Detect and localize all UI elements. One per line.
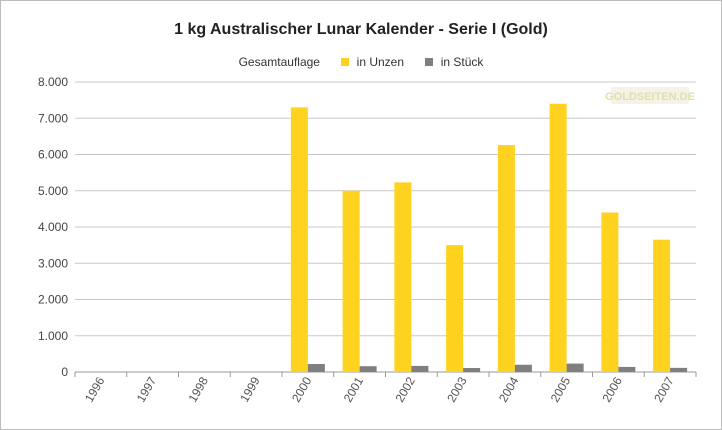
legend-swatch-stueck [425,58,434,67]
legend-title: Gesamtauflage [239,54,320,69]
x-tick-label: 1996 [82,374,108,404]
x-tick-label: 2004 [496,374,522,404]
x-tick-label: 2006 [599,374,625,404]
bar-unzen [497,145,515,372]
legend-swatch-unzen [341,58,350,67]
legend-title-text: Gesamtauflage [238,55,320,70]
legend: Gesamtauflage in Unzen in Stück [1,54,721,69]
bar-stueck [670,367,688,372]
x-tick-label: 2002 [392,374,418,404]
watermark-bg [611,87,689,104]
y-tick-label: 8.000 [38,75,68,89]
bars [290,103,688,372]
y-tick-label: 5.000 [38,184,68,198]
x-axis: 1996 1997 1998 1999 2000 2001 2002 2003 2004 2005… [74,372,697,405]
x-tick-label: 2001 [341,374,367,404]
bar-unzen [601,212,619,372]
bar-stueck [463,368,481,372]
legend-item-unzen[interactable]: in Unzen [341,54,404,69]
bar-unzen [549,103,567,372]
y-tick-label: 7.000 [38,111,68,125]
legend-item-stueck[interactable]: in Stück [425,54,483,69]
bar-unzen [290,107,308,372]
chart-title: 1 kg Australischer Lunar Kalender - Seri… [174,21,548,38]
watermark-logo: GOLDSEITEN.DE [605,87,695,104]
y-axis: 0 1.000 2.000 3.000 4.000 5.000 6.000 7.000 8.00… [38,75,68,379]
bar-stueck [307,364,325,372]
watermark-text: GOLDSEITEN.DE [605,91,695,103]
x-tick-label: 2000 [289,374,315,404]
x-tick-label: 2007 [651,374,677,404]
bar-unzen [394,182,412,372]
y-tick-label: 3.000 [38,256,68,270]
x-tick-label: 1999 [237,374,263,404]
bar-unzen [342,190,360,372]
y-tick-label: 1.000 [38,329,68,343]
y-tick-label: 0 [61,365,68,379]
y-tick-label: 4.000 [38,220,68,234]
bar-stueck [566,363,584,372]
bar-stueck [411,365,429,372]
x-tick-label: 2003 [444,374,470,404]
bar-stueck [514,364,532,372]
bar-unzen [653,239,671,372]
gridlines [75,81,696,373]
y-tick-label: 6.000 [38,148,68,162]
x-tick-label: 1997 [134,374,160,404]
x-tick-label: 2005 [548,374,574,404]
legend-label-unzen: in Unzen [356,55,405,70]
y-tick-label: 2.000 [38,293,68,307]
x-tick-label: 1998 [185,374,211,404]
bar-unzen [446,245,464,372]
legend-label-stueck: in Stück [440,55,484,70]
bar-stueck [359,366,377,372]
bar-stueck [618,366,636,372]
